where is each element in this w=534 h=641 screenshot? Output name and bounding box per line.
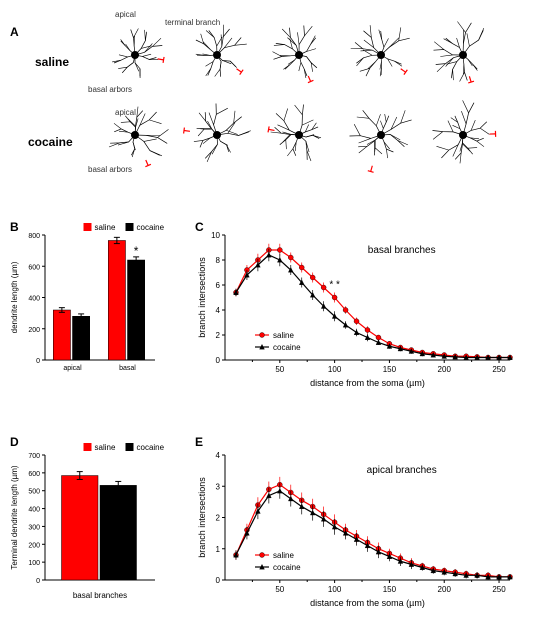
svg-text:saline: saline <box>273 551 294 560</box>
svg-text:4: 4 <box>216 451 221 460</box>
svg-text:branch intersections: branch intersections <box>197 477 207 558</box>
svg-text:1: 1 <box>216 545 221 554</box>
svg-text:distance from the soma (µm): distance from the soma (µm) <box>310 598 425 608</box>
svg-text:apical branches: apical branches <box>367 465 437 476</box>
svg-text:cocaine: cocaine <box>273 563 301 572</box>
svg-text:150: 150 <box>383 585 397 594</box>
svg-text:50: 50 <box>275 585 284 594</box>
svg-text:0: 0 <box>216 576 221 585</box>
svg-text:200: 200 <box>438 585 452 594</box>
svg-text:3: 3 <box>216 482 221 491</box>
apical-sholl-line-chart: 0 1 2 3 4 50 100 150 200 250 branch intersections d… <box>0 0 534 641</box>
svg-text:250: 250 <box>492 585 506 594</box>
svg-text:2: 2 <box>216 514 221 523</box>
svg-text:100: 100 <box>328 585 342 594</box>
